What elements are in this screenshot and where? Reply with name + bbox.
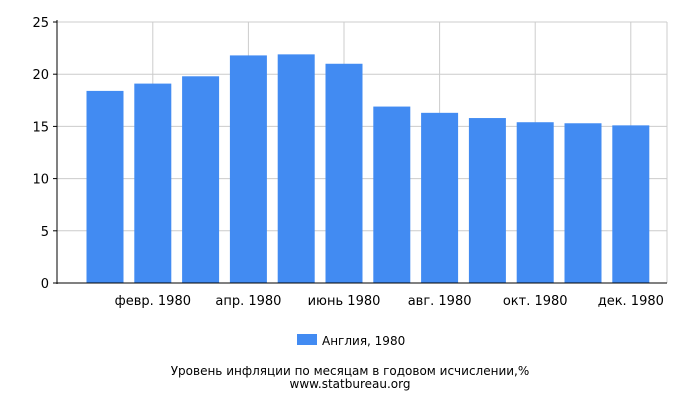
legend-label: Англия, 1980	[322, 334, 405, 348]
x-tick-label: апр. 1980	[215, 294, 281, 309]
bar	[516, 122, 554, 283]
bar	[468, 118, 506, 283]
x-tick-label: февр. 1980	[115, 294, 191, 309]
x-tick-label: окт. 1980	[503, 294, 568, 309]
bar	[325, 63, 363, 284]
bar	[373, 106, 411, 284]
x-tick-label: июнь 1980	[308, 294, 381, 309]
bar-series	[86, 54, 650, 284]
bar	[229, 55, 267, 283]
x-tick-label: дек. 1980	[598, 294, 664, 309]
y-tick-label: 20	[32, 68, 49, 83]
bar	[182, 76, 220, 284]
y-tick-label: 15	[32, 120, 49, 135]
bar	[564, 123, 602, 283]
x-axis-tick-labels: февр. 1980 апр. 1980 июнь 1980 авг. 1980 окт…	[115, 294, 664, 309]
chart-caption: Уровень инфляции по месяцам в годовом ис…	[171, 364, 530, 378]
axes	[53, 20, 667, 284]
source-url: www.statbureau.org	[290, 377, 411, 391]
bar	[277, 54, 315, 283]
y-axis-tick-labels: 0 5 10 15 20 25	[32, 16, 49, 292]
bar	[421, 112, 459, 283]
legend-swatch	[297, 334, 317, 345]
y-tick-label: 0	[41, 277, 49, 292]
bar	[134, 83, 172, 283]
bar	[612, 125, 650, 283]
x-tick-label: авг. 1980	[408, 294, 472, 309]
bar	[86, 90, 124, 284]
y-tick-label: 25	[32, 16, 49, 31]
y-tick-label: 10	[32, 173, 49, 188]
legend: Англия, 1980	[297, 334, 405, 348]
y-tick-label: 5	[41, 225, 49, 240]
